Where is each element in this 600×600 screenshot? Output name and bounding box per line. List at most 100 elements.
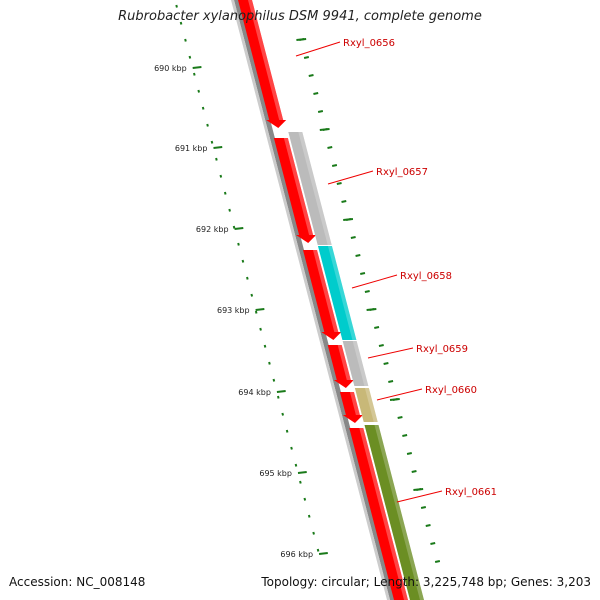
scale-label: 693 kbp [217, 306, 250, 315]
tick-dot-right [388, 380, 394, 383]
gene-label: Rxyl_0659 [416, 344, 468, 355]
tick-dot-right [378, 344, 384, 347]
scale-dot [237, 242, 240, 246]
gene-block-highlight [298, 132, 332, 245]
scale-dot [210, 140, 214, 144]
scale-label: 691 kbp [175, 144, 208, 153]
scale-dot [232, 225, 236, 229]
scale-major-tick [255, 308, 265, 311]
scale-dot [307, 514, 311, 518]
tick-major-right [296, 38, 307, 41]
tick-dot-right [425, 524, 431, 527]
tick-dot-right [355, 254, 361, 257]
scale-dot [201, 106, 205, 110]
forward-gene-arrow [339, 392, 363, 423]
gene-leader-line [295, 41, 341, 57]
tick-dot-right [374, 326, 380, 329]
gene-block-3 [342, 341, 369, 386]
scale-major-tick [213, 146, 223, 149]
genome-title: Rubrobacter xylanophilus DSM 9941, compl… [118, 9, 482, 24]
tick-dot-right [430, 542, 436, 545]
gene-block-highlight [364, 388, 378, 422]
backbone-line [233, 0, 396, 600]
scale-dot [193, 72, 196, 76]
scale-major-tick [318, 552, 328, 555]
tick-dot-right [402, 434, 408, 437]
gene-leader-line [396, 490, 443, 503]
tick-major-right [413, 488, 424, 491]
scale-label: 690 kbp [154, 64, 187, 73]
forward-gene-arrow [327, 345, 354, 388]
scale-label: 692 kbp [196, 225, 229, 234]
accession-text: Accession: NC_008148 [9, 575, 146, 589]
scale-dot [281, 412, 284, 416]
gene-block-1 [288, 132, 332, 245]
gene-block-highlight [352, 341, 369, 386]
scale-dot [285, 429, 289, 433]
tick-dot-right [420, 506, 427, 509]
forward-gene-highlight [283, 138, 314, 235]
gene-leader-line [367, 347, 414, 359]
forward-gene-arrow [303, 250, 342, 340]
tick-dot-right [317, 110, 324, 113]
backbone-highlight [230, 0, 391, 600]
gene-leader-line [376, 388, 423, 401]
gene-label: Rxyl_0660 [425, 385, 477, 396]
scale-dot [272, 378, 276, 382]
scale-label: 696 kbp [280, 550, 313, 559]
scale-dot [316, 548, 320, 552]
tick-major-right [319, 128, 330, 131]
scale-dot [241, 259, 245, 263]
scale-dot [219, 174, 223, 178]
scale-major-tick [192, 66, 202, 69]
tick-dot-right [341, 200, 347, 203]
gene-block-2 [317, 246, 357, 340]
scale-dot [312, 531, 315, 535]
gene-block-5 [364, 425, 425, 600]
scale-label: 694 kbp [238, 388, 271, 397]
gene-leader-line [327, 170, 374, 185]
tick-dot-right [411, 470, 417, 473]
scale-dot [263, 344, 267, 348]
gene-label: Rxyl_0661 [445, 487, 497, 498]
tick-dot-right [397, 416, 403, 419]
scale-dot [184, 38, 187, 42]
scale-dot [254, 310, 258, 314]
scale-dot [179, 21, 183, 25]
scale-dot [223, 191, 227, 195]
tick-major-right [343, 218, 354, 221]
forward-gene-highlight [337, 345, 351, 380]
scale-dot [290, 446, 293, 450]
gene-block-highlight [374, 425, 425, 600]
tick-dot-right [327, 146, 333, 149]
forward-gene-arrow [237, 0, 287, 128]
scale-dot [228, 208, 231, 212]
forward-gene-highlight [349, 392, 360, 415]
tick-dot-right [406, 452, 412, 455]
tick-major-right [389, 398, 400, 401]
scale-dot [294, 463, 298, 467]
scale-major-tick [297, 471, 307, 474]
forward-gene-highlight [313, 250, 339, 332]
scale-dot [276, 395, 280, 399]
gene-block-highlight [327, 246, 357, 340]
tick-dot-right [313, 92, 319, 95]
scale-dot [197, 89, 201, 93]
scale-dot [188, 55, 192, 59]
genome-summary-text: Topology: circular; Length: 3,225,748 bp… [261, 575, 591, 589]
forward-gene-arrow [273, 138, 317, 243]
scale-dot [175, 4, 178, 8]
gene-block-4 [354, 388, 378, 422]
tick-dot-right [308, 74, 314, 77]
tick-major-right [366, 308, 377, 311]
scale-major-tick [276, 390, 286, 393]
tick-dot-right [360, 272, 366, 275]
scale-dot [206, 123, 209, 127]
scale-dot [259, 327, 262, 331]
forward-gene-highlight [247, 0, 284, 120]
scale-dot [215, 157, 218, 161]
tick-dot-right [434, 560, 441, 563]
tick-dot-right [350, 236, 356, 239]
